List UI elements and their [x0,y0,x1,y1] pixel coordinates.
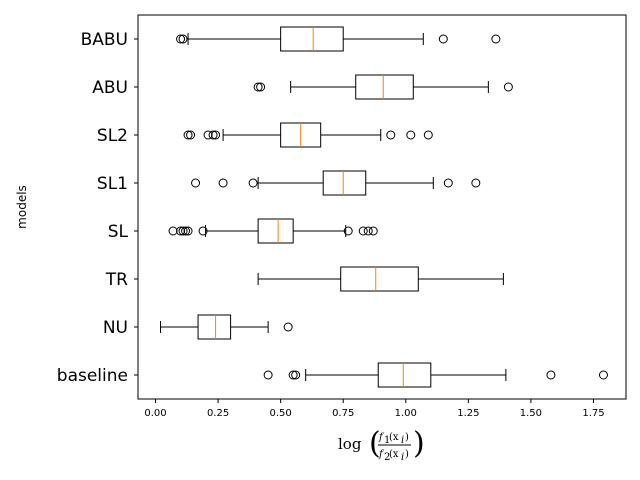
outlier-point [181,226,191,236]
x-label-close-paren: ) [413,426,425,461]
box-sl1 [191,170,481,196]
x-label-numerator-sub: 1 [384,435,390,446]
outlier-point [386,130,396,140]
outlier-point [211,130,221,140]
box-tr [257,266,504,292]
y-axis-label: models [15,185,29,229]
x-label-numerator-close: ) [405,432,409,443]
outlier-point [503,82,513,92]
y-tick-label: BABU [81,30,128,50]
outlier-point [183,226,193,236]
x-tick-label: 1.00 [395,408,417,419]
x-tick-label: 1.50 [520,408,542,419]
x-tick-label: 1.25 [457,408,479,419]
outlier-point [283,322,293,332]
x-tick-label: 0.50 [270,408,292,419]
box-abu [253,74,513,100]
outlier-point [406,130,416,140]
outlier-point [186,130,196,140]
y-tick-label: NU [103,318,128,338]
y-tick-label: SL [108,222,129,242]
outlier-point [253,82,263,92]
outlier-point [176,34,186,44]
outlier-point [546,370,556,380]
outlier-point [263,370,273,380]
box-nu [160,314,293,340]
y-tick-label: TR [105,270,128,290]
box-babu [176,26,501,52]
x-tick-label: 0.75 [332,408,354,419]
y-tick-label: SL2 [97,126,128,146]
outlier-point [471,178,481,188]
plot-frame [137,14,627,400]
x-label-denominator-close: ) [405,449,409,460]
outlier-point [256,82,266,92]
iqr-box [197,314,232,340]
iqr-box [377,362,432,388]
x-label-numerator: f [378,432,385,443]
outlier-point [443,178,453,188]
y-tick-label: ABU [92,78,128,98]
x-label-prefix: log [338,435,362,453]
iqr-box [257,218,294,244]
y-tick-label: baseline [57,366,128,386]
box-baseline [263,362,608,388]
y-axis: BABU ABU SL2 SL1 SL TR NU baseline [57,30,138,386]
x-label-open-paren: ( [369,426,381,461]
iqr-box [355,74,414,100]
iqr-box [322,170,367,196]
outlier-point [368,226,378,236]
plot-marks [160,26,608,388]
outlier-point [218,178,228,188]
outlier-point [363,226,373,236]
x-label-denominator-sub: 2 [384,452,390,463]
outlier-point [423,130,433,140]
outlier-point [491,34,501,44]
box-sl [168,218,378,244]
outlier-point [191,178,201,188]
iqr-box [340,266,419,292]
x-axis-label: log ( f 1 (x i ) f 2 (x i ) ) [338,426,425,463]
x-axis: 0.00 0.25 0.50 0.75 1.00 1.25 1.50 1.75 [144,399,605,419]
iqr-box [280,26,344,52]
x-label-denominator: f [378,449,385,460]
outlier-point [343,226,353,236]
outlier-point [598,370,608,380]
outlier-point [178,226,188,236]
outlier-point [178,34,188,44]
x-tick-label: 0.00 [144,408,166,419]
outlier-point [198,226,208,236]
x-label-denominator-arg: (x [389,449,399,460]
outlier-point [208,130,218,140]
x-label-numerator-arg-sub: i [401,435,404,446]
x-tick-label: 0.25 [207,408,229,419]
x-tick-label: 1.75 [582,408,604,419]
x-label-denominator-arg-sub: i [401,452,404,463]
outlier-point [248,178,258,188]
outlier-point [358,226,368,236]
outlier-point [438,34,448,44]
box-sl2 [183,122,433,148]
y-tick-label: SL1 [97,174,128,194]
outlier-point [168,226,178,236]
outlier-point [288,370,298,380]
outlier-point [183,130,193,140]
x-label-numerator-arg: (x [389,432,399,443]
x-label-fraction: f 1 (x i ) f 2 (x i ) [378,432,411,463]
outlier-point [291,370,301,380]
